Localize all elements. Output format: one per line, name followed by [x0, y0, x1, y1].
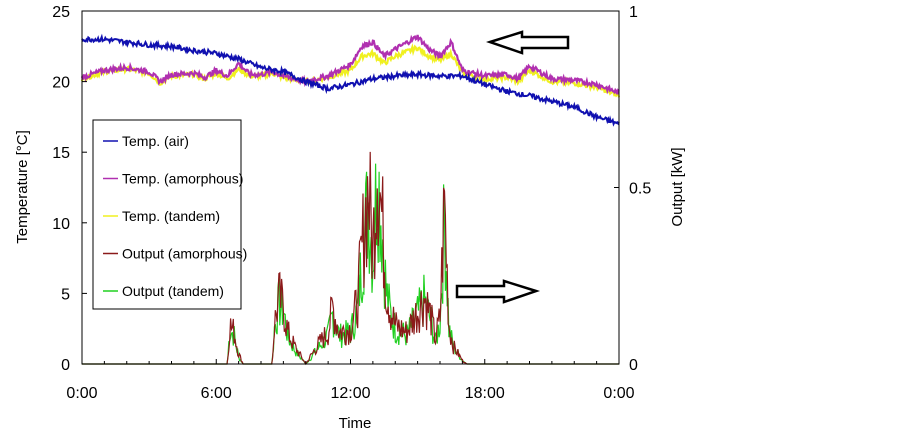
y-tick-label: 5 [61, 286, 70, 303]
x-axis-label: Time [339, 415, 372, 432]
x-tick-label: 18:00 [465, 385, 505, 402]
series-line-temp-air [81, 33, 620, 127]
y2-tick-label: 0 [629, 357, 638, 374]
arrow-left-icon [485, 30, 570, 55]
y-tick-label: 15 [52, 145, 70, 162]
x-tick-label: 0:00 [603, 385, 634, 402]
y-tick-label: 20 [52, 75, 70, 92]
legend: Temp. (air) Temp. (amorphous) Temp. (tande… [92, 119, 247, 310]
y2-tick-label: 0.5 [629, 181, 651, 198]
x-tick-label: 12:00 [330, 385, 370, 402]
x-tick-label: 6:00 [201, 385, 232, 402]
arrow-right-icon [455, 279, 541, 304]
y2-tick-label: 1 [629, 4, 638, 21]
series-line-temp-tandem [80, 43, 621, 98]
legend-label: Temp. (amorphous) [122, 171, 243, 187]
y2-axis-label: Output [kW] [669, 147, 686, 226]
series-line-temp-amorphous [80, 34, 620, 95]
legend-label: Output (tandem) [122, 283, 224, 299]
legend-label: Output (amorphous) [122, 246, 247, 262]
legend-label: Temp. (tandem) [122, 208, 220, 224]
y-tick-label: 25 [52, 4, 70, 21]
ticks: 0 5 10 15 20 25 0 0.5 1 0:00 6:00 12:00 18:00 0:00 [52, 4, 651, 402]
y-tick-label: 10 [52, 216, 70, 233]
legend-box [92, 119, 242, 310]
y-axis-label: Temperature [°C] [14, 130, 31, 244]
legend-label: Temp. (air) [122, 133, 189, 149]
y-tick-label: 0 [61, 357, 70, 374]
x-tick-label: 0:00 [66, 385, 97, 402]
